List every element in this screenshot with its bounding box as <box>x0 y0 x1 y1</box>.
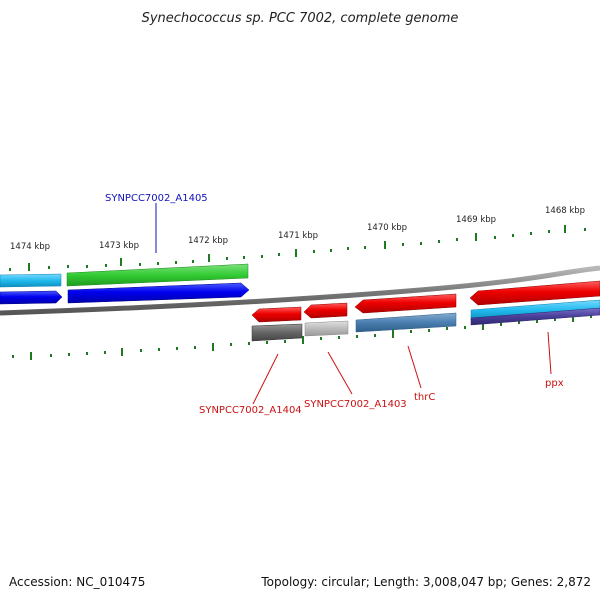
ruler-label-1470: 1470 kbp <box>367 223 407 233</box>
lower-ruler <box>12 314 592 360</box>
genome-summary-text: Topology: circular; Length: 3,008,047 bp… <box>260 575 591 589</box>
feature-cyan-ppx[interactable] <box>470 299 600 321</box>
leader-line-thrc <box>407 345 422 389</box>
feature-purple-ppx[interactable] <box>470 307 600 326</box>
ruler-label-1472: 1472 kbp <box>188 236 228 246</box>
leader-line-a1403 <box>327 351 353 395</box>
leader-line-ppx <box>547 331 552 375</box>
feature-cyan-left[interactable] <box>0 273 62 288</box>
feature-steel-thrc[interactable] <box>355 312 457 333</box>
upper-ruler: 1474 kbp 1473 kbp 1472 kbp 1471 kbp 1470… <box>9 206 586 271</box>
gene-ppx[interactable] <box>469 280 600 306</box>
ruler-label-1473: 1473 kbp <box>99 241 139 251</box>
gene-label-ppx[interactable]: ppx <box>545 378 564 389</box>
gene-label-synpcc7002-a1403[interactable]: SYNPCC7002_A1403 <box>304 399 407 410</box>
ruler-label-1469: 1469 kbp <box>456 215 496 225</box>
gene-forward-left[interactable] <box>0 290 63 305</box>
gene-label-synpcc7002-a1404[interactable]: SYNPCC7002_A1404 <box>199 405 302 416</box>
gene-synpcc7002-a1404[interactable] <box>251 306 302 323</box>
upper-ruler-minor-ticks <box>9 228 586 271</box>
upper-ruler-major-ticks <box>28 225 566 271</box>
gene-synpcc7002-a1405[interactable] <box>67 282 250 304</box>
feature-green-a1405[interactable] <box>66 263 249 287</box>
ruler-label-1474: 1474 kbp <box>10 242 50 252</box>
feature-lightgray-a1403[interactable] <box>304 320 349 337</box>
map-title: Synechococcus sp. PCC 7002, complete gen… <box>142 11 459 26</box>
gene-label-synpcc7002-a1405[interactable]: SYNPCC7002_A1405 <box>105 193 208 204</box>
feature-gray-a1404[interactable] <box>251 323 303 342</box>
gene-synpcc7002-a1403[interactable] <box>303 302 348 319</box>
gene-thrc[interactable] <box>354 293 457 314</box>
leader-line-a1404 <box>252 353 279 405</box>
gene-label-thrc[interactable]: thrC <box>414 392 435 403</box>
ruler-label-1468: 1468 kbp <box>545 206 585 216</box>
accession-text: Accession: NC_010475 <box>9 575 145 589</box>
genome-backbone <box>0 265 600 316</box>
ruler-label-1471: 1471 kbp <box>278 231 318 241</box>
